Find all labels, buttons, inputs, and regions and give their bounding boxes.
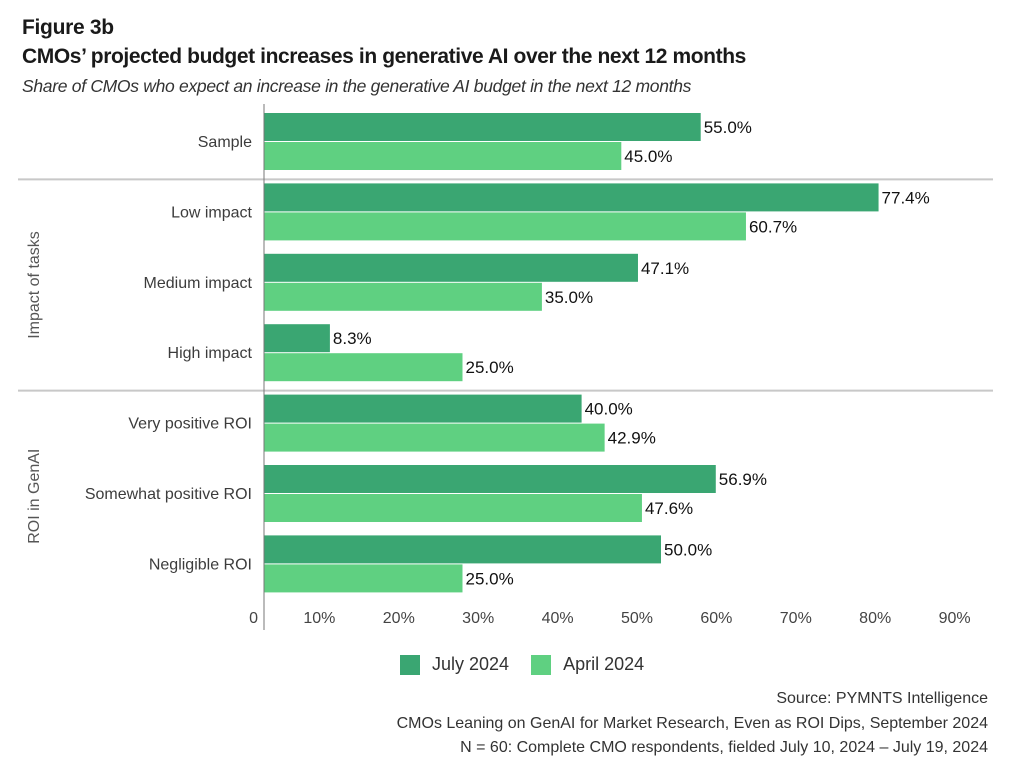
- report-line: CMOs Leaning on GenAI for Market Researc…: [396, 714, 988, 732]
- x-tick-label: 10%: [303, 610, 335, 627]
- x-tick-label: 20%: [383, 610, 415, 627]
- x-tick-label: 30%: [462, 610, 494, 627]
- category-label: Negligible ROI: [149, 556, 252, 573]
- bar-july: [264, 465, 716, 493]
- value-label: 35.0%: [545, 288, 593, 307]
- bar-april: [264, 142, 622, 170]
- chart-subtitle: Share of CMOs who expect an increase in …: [22, 76, 692, 96]
- source-notes: Source: PYMNTS Intelligence CMOs Leaning…: [397, 687, 988, 761]
- bar-july: [264, 324, 330, 353]
- value-label: 45.0%: [624, 147, 672, 166]
- legend-label-april: April 2024: [563, 654, 645, 674]
- bar-july: [264, 535, 661, 564]
- value-label: 50.0%: [664, 540, 712, 559]
- value-label: 47.1%: [641, 259, 689, 278]
- bar-chart: Sample 55.0% 45.0% Low impact 77.4% 60.7% Medi…: [18, 104, 993, 630]
- category-label: Sample: [198, 134, 252, 151]
- bar-july: [264, 183, 879, 212]
- value-label: 55.0%: [704, 118, 752, 137]
- x-tick-label: 40%: [542, 610, 574, 627]
- value-label: 40.0%: [585, 400, 633, 419]
- legend-item-april: April 2024: [531, 654, 644, 675]
- group-label: Impact of tasks: [26, 231, 43, 339]
- legend: July 2024 April 2024: [400, 654, 666, 675]
- bar-april: [264, 353, 463, 382]
- value-label: 47.6%: [645, 499, 693, 518]
- bar-april: [264, 212, 746, 241]
- category-label: Low impact: [171, 204, 252, 221]
- figure-label: Figure 3b: [22, 16, 114, 39]
- x-tick-label: 60%: [700, 610, 732, 627]
- x-tick-label: 50%: [621, 610, 653, 627]
- category-label: Medium impact: [144, 275, 253, 292]
- legend-swatch-july: [400, 654, 420, 675]
- bar-july: [264, 113, 701, 141]
- bar-april: [264, 423, 605, 452]
- value-label: 25.0%: [466, 569, 514, 588]
- bar-july: [264, 394, 582, 423]
- legend-label-july: July 2024: [432, 654, 510, 674]
- category-label: Somewhat positive ROI: [85, 486, 252, 503]
- bar-april: [264, 564, 463, 593]
- x-tick-label: 80%: [859, 610, 891, 627]
- x-tick-label: 0: [249, 610, 258, 627]
- sample-line: N = 60: Complete CMO respondents, fielde…: [460, 739, 988, 756]
- legend-swatch-april: [531, 654, 552, 675]
- x-tick-label: 70%: [780, 610, 812, 627]
- value-label: 56.9%: [719, 470, 767, 489]
- bar-april: [264, 282, 542, 311]
- group-label: ROI in GenAI: [26, 449, 43, 544]
- chart-title: CMOs’ projected budget increases in gene…: [22, 45, 746, 68]
- category-label: High impact: [168, 345, 253, 362]
- value-label: 42.9%: [608, 429, 656, 448]
- category-label: Very positive ROI: [128, 416, 252, 433]
- bar-july: [264, 253, 638, 282]
- legend-item-july: July 2024: [400, 654, 509, 675]
- value-label: 60.7%: [749, 217, 797, 236]
- value-label: 77.4%: [882, 188, 930, 207]
- bar-april: [264, 494, 642, 522]
- value-label: 8.3%: [333, 329, 372, 348]
- source-line: Source: PYMNTS Intelligence: [776, 690, 988, 707]
- value-label: 25.0%: [466, 358, 514, 377]
- x-tick-label: 90%: [939, 610, 971, 627]
